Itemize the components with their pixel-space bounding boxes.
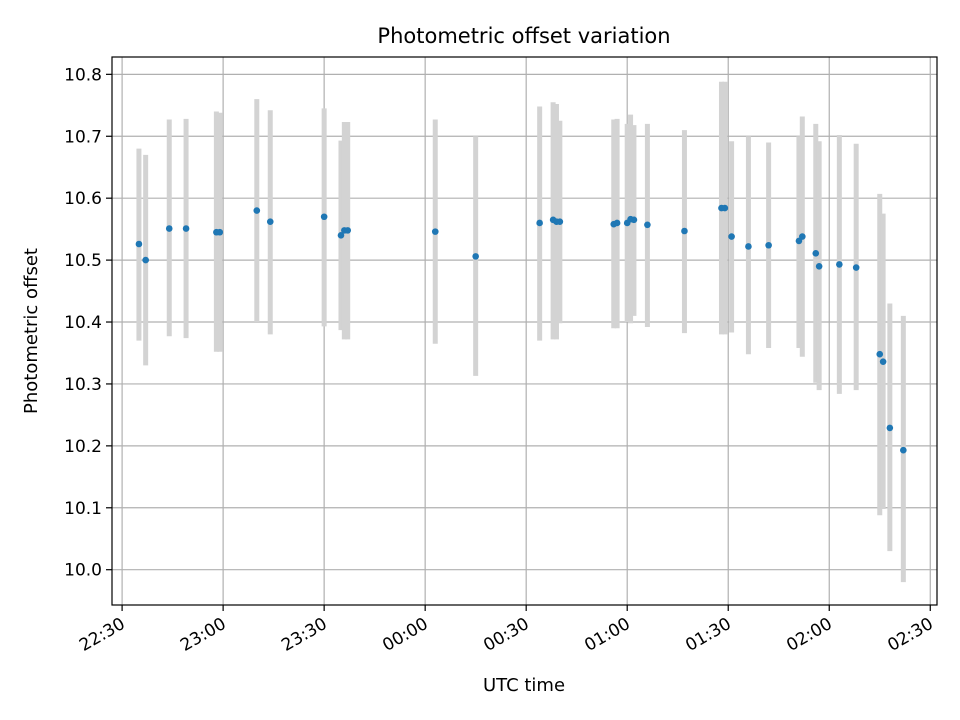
data-point <box>431 228 439 235</box>
data-point <box>266 218 274 226</box>
chart-title: Photometric offset variation <box>377 24 670 48</box>
x-axis-label: UTC time <box>483 675 565 696</box>
data-point <box>815 262 823 270</box>
data-point <box>613 219 621 227</box>
y-tick-label: 10.1 <box>64 499 102 519</box>
data-point <box>681 227 688 235</box>
y-tick-label: 10.5 <box>64 251 102 271</box>
y-tick-label: 10.8 <box>64 65 102 85</box>
data-point <box>344 227 352 234</box>
y-axis-ticks: 10.0 10.1 10.2 10.3 10.4 10.5 10.6 10.7 10.8 <box>64 65 112 581</box>
data-point <box>320 213 328 221</box>
data-point <box>900 446 907 454</box>
data-point <box>876 350 884 358</box>
y-tick-label: 10.3 <box>64 375 102 395</box>
data-point <box>799 233 806 240</box>
data-point <box>182 225 190 232</box>
data-point <box>728 233 735 240</box>
data-point <box>142 256 149 264</box>
y-tick-label: 10.6 <box>64 189 102 209</box>
data-point <box>812 249 820 257</box>
data-point <box>472 253 479 260</box>
y-tick-label: 10.4 <box>64 313 102 333</box>
plot-frame <box>111 56 938 606</box>
data-points <box>135 204 907 454</box>
data-point <box>135 240 143 248</box>
y-axis-label: Photometric offset <box>21 248 42 414</box>
data-point <box>536 219 543 227</box>
data-point <box>337 232 345 239</box>
data-point <box>765 241 772 249</box>
data-point <box>556 218 564 226</box>
data-point <box>745 243 752 250</box>
data-point <box>886 424 894 432</box>
data-point <box>721 204 729 212</box>
data-point <box>216 228 224 236</box>
data-point <box>879 358 887 365</box>
y-tick-label: 10.0 <box>64 561 102 581</box>
data-point <box>165 225 173 232</box>
data-point <box>852 264 860 271</box>
y-tick-label: 10.7 <box>64 127 102 147</box>
data-point <box>836 261 843 268</box>
y-tick-label: 10.2 <box>64 437 102 457</box>
data-point <box>630 216 638 224</box>
data-point <box>644 221 651 229</box>
data-point <box>253 207 261 214</box>
